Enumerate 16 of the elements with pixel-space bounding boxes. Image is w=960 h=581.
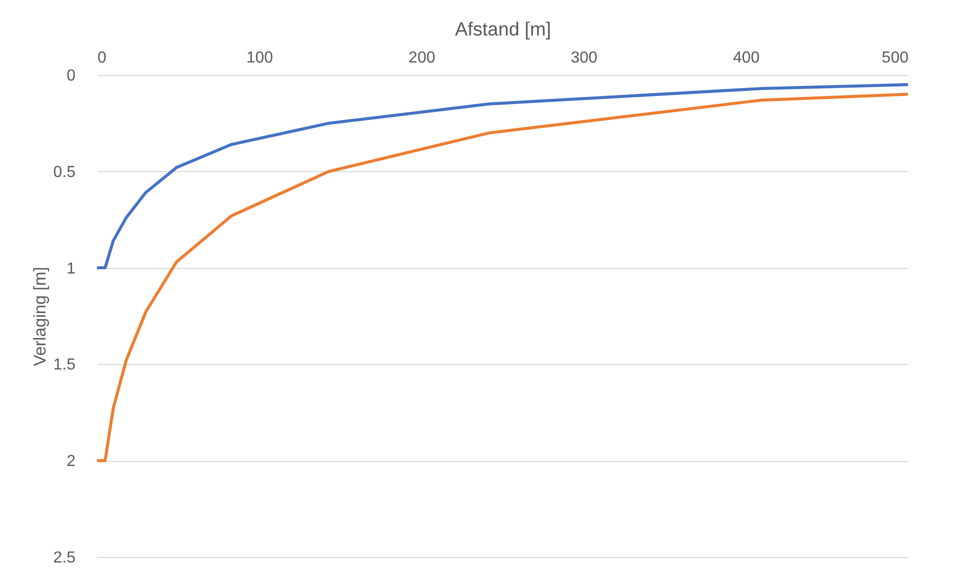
line-series <box>96 83 910 270</box>
x-tick-label: 0 <box>98 50 106 66</box>
x-tick-label: 100 <box>246 50 274 66</box>
y-tick-label: 2.5 <box>53 550 76 566</box>
x-tick-label: 300 <box>570 50 598 66</box>
x-tick-label: 200 <box>408 50 436 66</box>
y-tick-label: 1.5 <box>53 356 76 374</box>
y-tick-label: 0 <box>66 68 76 84</box>
x-tick-label: 400 <box>732 50 760 66</box>
y-axis-title: Verlaging [m] <box>30 266 50 366</box>
y-tick-label: 1 <box>66 260 76 278</box>
y-tick-label: 0.5 <box>53 164 76 181</box>
line-series <box>96 92 910 462</box>
x-axis-title: Afstand [m] <box>454 20 552 40</box>
y-tick-label: 2 <box>66 453 76 470</box>
x-tick-label: 500 <box>882 50 909 66</box>
